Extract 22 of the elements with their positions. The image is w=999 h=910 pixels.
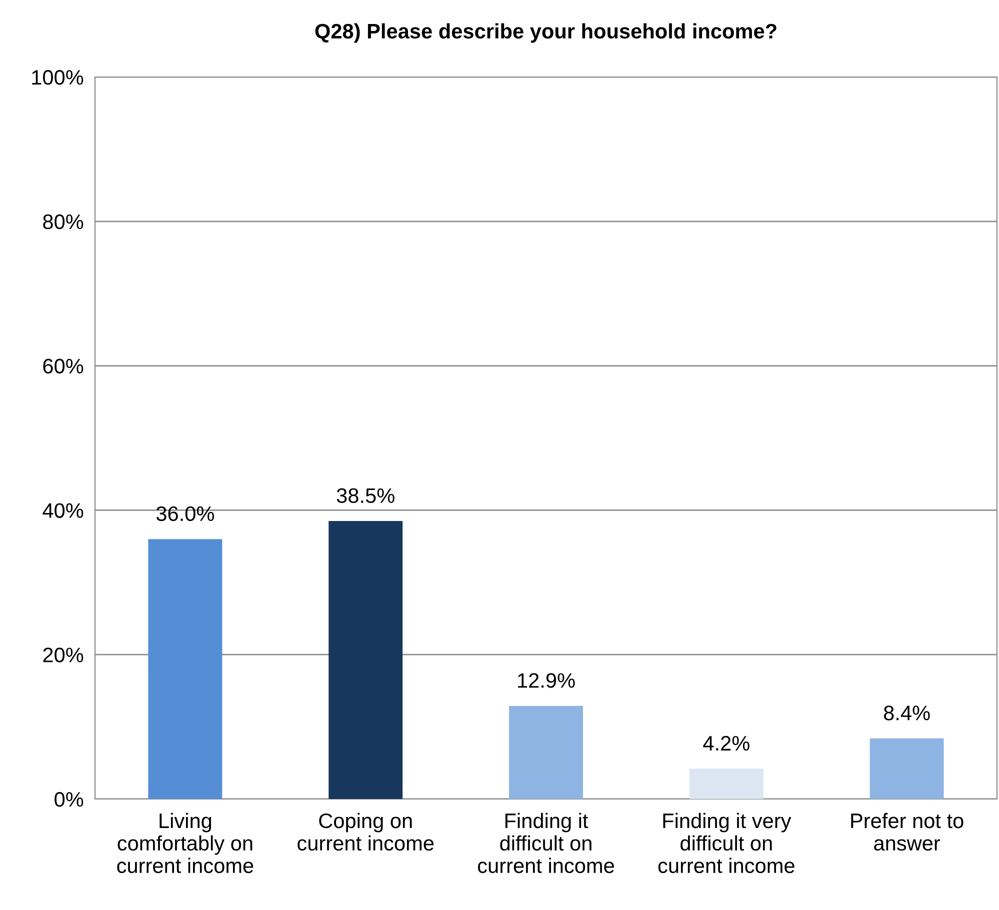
bar [148,539,222,799]
x-tick-label: Prefer not to answer [851,812,964,851]
bar [870,738,944,799]
x-tick-label: Living comfortably on current income [117,812,254,874]
chart-title: Q28) Please describe your household income? [315,23,776,43]
data-label: 4.2% [703,736,750,751]
y-tick-label: 80% [43,214,84,230]
data-label: 38.5% [336,488,394,504]
x-tick-label: Finding it difficult on current income [478,812,614,874]
y-tick-label: 40% [42,503,84,518]
x-tick-label: Finding it very difficult on current income [658,812,794,874]
y-tick-label: 100% [32,70,84,85]
y-tick-label: 0% [54,792,84,807]
bar [689,768,764,799]
data-label: 12.9% [518,673,575,688]
y-tick-label: 60% [43,358,84,374]
y-tick-label: 20% [43,648,84,662]
data-label: 8.4% [884,706,930,720]
x-tick-label: Coping on current income [298,812,434,851]
bar [328,521,403,799]
bar [509,706,583,799]
data-label: 36.0% [156,506,214,522]
